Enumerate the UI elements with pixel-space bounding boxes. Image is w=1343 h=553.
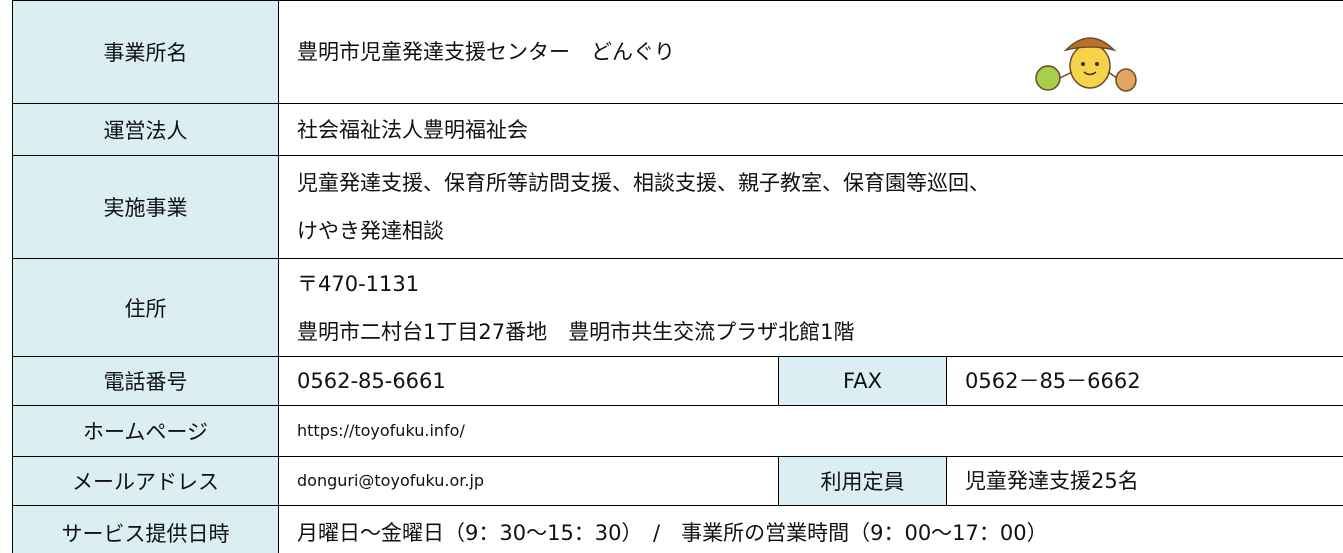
row-label: 実施事業 xyxy=(12,155,278,258)
row-label: メールアドレス xyxy=(12,456,278,505)
row-label: サービス提供日時 xyxy=(12,505,278,553)
value-text: 豊明市二村台1丁目27番地 豊明市共生交流プラザ北館1階 xyxy=(297,319,855,344)
value-text: 児童発達支援25名 xyxy=(965,469,1139,493)
label-text: 住所 xyxy=(124,296,167,321)
label-text: ホームページ xyxy=(83,420,208,444)
value-text: 社会福祉法人豊明福祉会 xyxy=(297,117,528,142)
value-text: けやき発達相談 xyxy=(297,219,444,243)
label-text: 運営法人 xyxy=(103,118,188,143)
row-value: 社会福祉法人豊明福祉会 xyxy=(278,103,1343,155)
row-label: 運営法人 xyxy=(12,103,278,155)
value-text: donguri@toyofuku.or.jp xyxy=(297,471,485,490)
value-text: 豊明市児童発達支援センター どんぐり xyxy=(297,40,675,64)
value-text: 月曜日～金曜日（9：30～15：30） / 事業所の営業時間（9：00～17：0… xyxy=(297,521,1048,545)
row-label: 利用定員 xyxy=(778,456,946,505)
value-text: 0562-85-6661 xyxy=(297,369,446,393)
label-text: サービス提供日時 xyxy=(61,522,230,546)
row-value: 児童発達支援25名 xyxy=(946,456,1343,505)
row-value: donguri@toyofuku.or.jp xyxy=(278,456,778,505)
label-text: 実施事業 xyxy=(103,196,188,220)
row-value: 〒470-1131 豊明市二村台1丁目27番地 豊明市共生交流プラザ北館1階 xyxy=(278,258,1343,356)
value-text: 〒470-1131 xyxy=(297,271,420,296)
label-text: メールアドレス xyxy=(72,470,219,494)
label-text: 利用定員 xyxy=(820,470,905,494)
value-text: 0562－85－6662 xyxy=(965,369,1141,393)
row-value: 0562－85－6662 xyxy=(946,356,1343,405)
row-label: 事業所名 xyxy=(12,0,278,103)
row-label: FAX xyxy=(778,356,946,405)
row-value: 0562-85-6661 xyxy=(278,356,778,405)
mascot-illustration xyxy=(1035,37,1137,92)
row-label: 住所 xyxy=(12,258,278,356)
row-label: ホームページ xyxy=(12,405,278,456)
label-text: 電話番号 xyxy=(103,370,188,394)
row-value: 児童発達支援、保育所等訪問支援、相談支援、親子教室、保育園等巡回、 けやき発達相談 xyxy=(278,155,1343,258)
row-value: 月曜日～金曜日（9：30～15：30） / 事業所の営業時間（9：00～17：0… xyxy=(278,505,1343,553)
label-text: FAX xyxy=(843,369,882,393)
label-text: 事業所名 xyxy=(103,41,188,65)
value-text: 児童発達支援、保育所等訪問支援、相談支援、親子教室、保育園等巡回、 xyxy=(297,171,990,195)
row-value: https://toyofuku.info/ xyxy=(278,405,1343,456)
row-label: 電話番号 xyxy=(12,356,278,405)
row-value: 豊明市児童発達支援センター どんぐり xyxy=(278,0,1343,103)
value-text: https://toyofuku.info/ xyxy=(297,421,465,440)
